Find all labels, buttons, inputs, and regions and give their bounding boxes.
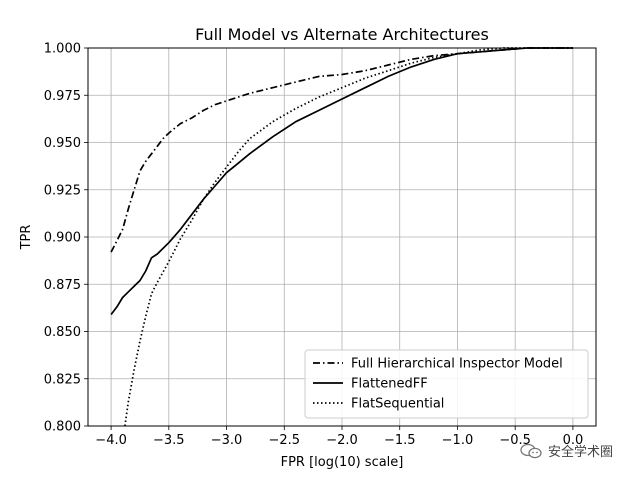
y-tick-label: 0.950 [44, 136, 81, 151]
x-tick-label: −4.0 [95, 433, 127, 448]
legend-box [304, 349, 589, 419]
legend: Full Hierarchical Inspector Model Flatten… [304, 349, 589, 419]
x-tick-label: 0.0 [563, 433, 584, 448]
legend-label-0: Full Hierarchical Inspector Model [351, 357, 563, 372]
x-tick-label: −2.0 [326, 433, 358, 448]
x-tick-label: −1.0 [442, 433, 474, 448]
wechat-icon [520, 443, 542, 458]
y-tick-label: 0.850 [44, 325, 81, 340]
y-tick-label: 1.000 [44, 42, 81, 57]
y-tick-label: 0.975 [44, 89, 81, 104]
y-tick-label: 0.925 [44, 183, 81, 198]
ticks: −4.0 −3.5 −3.0 −2.5 −2.0 −1.5 −1.0 −0.5 0.0 0.800… [44, 42, 583, 449]
series-line-0 [110, 47, 573, 253]
series-layer [110, 47, 573, 427]
y-tick-label: 0.900 [44, 231, 81, 246]
x-tick-label: −3.0 [211, 433, 243, 448]
y-tick-label: 0.800 [44, 420, 81, 435]
x-tick-label: −3.5 [153, 433, 185, 448]
y-tick-label: 0.825 [44, 372, 81, 387]
legend-label-1: FlattenedFF [351, 377, 428, 392]
y-tick-label: 0.875 [44, 278, 81, 293]
x-axis-label: FPR [log(10) scale] [281, 455, 404, 470]
y-axis-label: TPR [19, 225, 34, 251]
chart-title: Full Model vs Alternate Architectures [195, 25, 489, 44]
series-line-1 [110, 47, 573, 316]
x-tick-label: −1.5 [384, 433, 416, 448]
watermark-text: 安全学术圈 [547, 445, 613, 460]
watermark: 安全学术圈 [520, 441, 613, 460]
x-tick-label: −0.5 [499, 433, 531, 448]
legend-label-2: FlatSequential [351, 397, 444, 412]
x-tick-label: −2.5 [268, 433, 300, 448]
